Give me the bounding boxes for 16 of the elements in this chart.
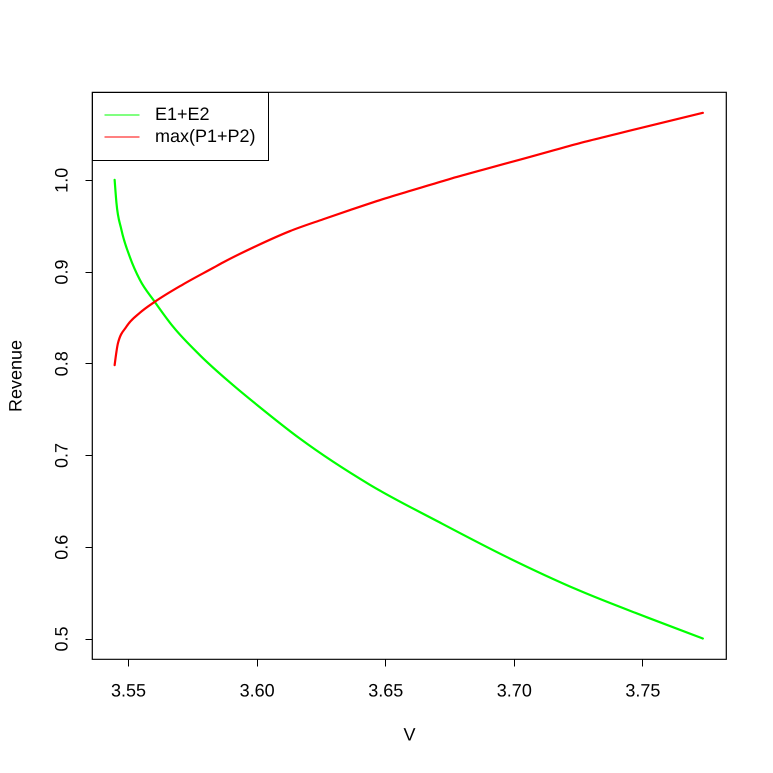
x-tick-label: 3.75	[625, 680, 660, 700]
x-axis-title: V	[403, 724, 416, 744]
legend-label: E1+E2	[155, 104, 210, 124]
x-tick-label: 3.55	[110, 680, 146, 700]
x-tick-label: 3.60	[240, 680, 275, 700]
y-tick-label: 0.5	[52, 626, 72, 652]
y-tick-label: 1.0	[52, 168, 72, 193]
y-axis-title: Revenue	[6, 340, 26, 412]
y-tick-label: 0.6	[52, 534, 72, 560]
line-series	[114, 178, 704, 640]
y-tick-label: 0.9	[52, 260, 72, 285]
y-tick-label: 0.7	[52, 443, 72, 468]
y-tick-label: 0.8	[52, 351, 72, 376]
legend-label: max(P1+P2)	[155, 126, 256, 146]
x-tick-label: 3.65	[368, 680, 404, 700]
x-tick-label: 3.70	[496, 680, 532, 700]
